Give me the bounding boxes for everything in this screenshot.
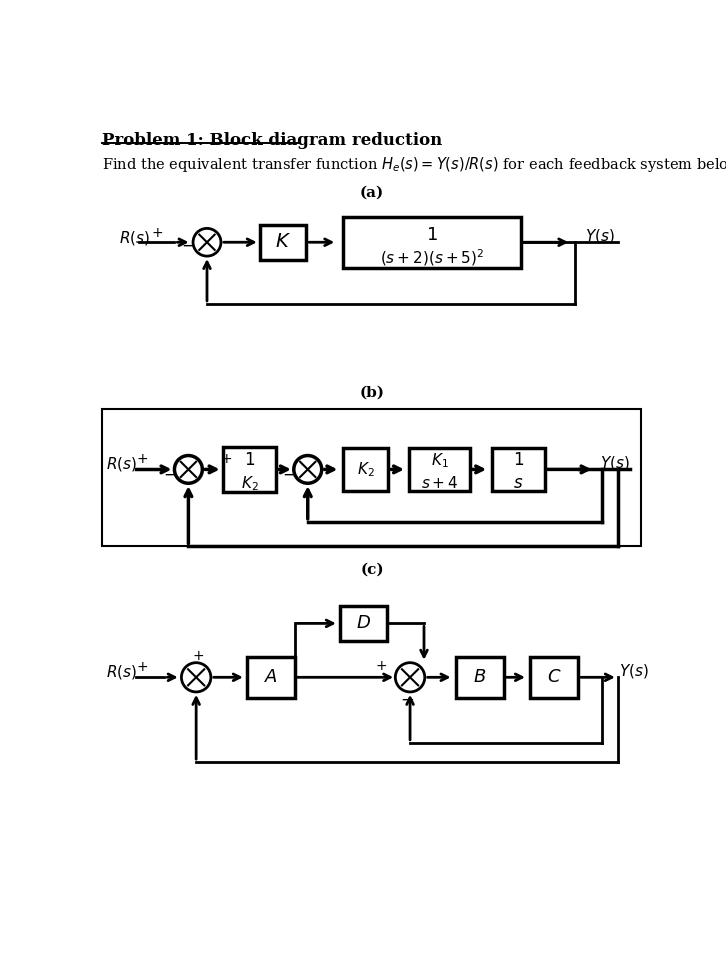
Text: Find the equivalent transfer function $H_e(s) = Y(s)/R(s)$ for each feedback sys: Find the equivalent transfer function $H… xyxy=(102,156,726,175)
Text: (a): (a) xyxy=(360,185,384,200)
Bar xyxy=(247,657,295,698)
Bar xyxy=(102,409,641,546)
Text: $1$: $1$ xyxy=(513,451,524,468)
Bar xyxy=(492,447,545,491)
Text: $1$: $1$ xyxy=(244,451,255,468)
Text: $s$: $s$ xyxy=(513,475,523,492)
Text: $1$: $1$ xyxy=(426,226,438,244)
Text: $C$: $C$ xyxy=(547,668,561,686)
Text: $(s+2)(s+5)^2$: $(s+2)(s+5)^2$ xyxy=(380,248,484,268)
Circle shape xyxy=(174,456,203,483)
Text: $+$: $+$ xyxy=(375,659,388,673)
Text: $R(s)$: $R(s)$ xyxy=(106,455,137,473)
Text: $s+4$: $s+4$ xyxy=(421,475,458,492)
Circle shape xyxy=(294,456,322,483)
Bar xyxy=(530,657,578,698)
Circle shape xyxy=(193,228,221,256)
Bar xyxy=(340,606,387,641)
Bar xyxy=(260,225,306,260)
Text: $K_2$: $K_2$ xyxy=(357,460,375,479)
Text: $K_1$: $K_1$ xyxy=(431,451,449,469)
Text: $B$: $B$ xyxy=(473,668,486,686)
Text: $+$: $+$ xyxy=(219,451,232,466)
Text: $R(s)$: $R(s)$ xyxy=(106,663,137,681)
Text: (b): (b) xyxy=(359,385,385,399)
Bar xyxy=(409,447,470,491)
Text: $Y(s)$: $Y(s)$ xyxy=(619,662,649,680)
Text: $R(s)$: $R(s)$ xyxy=(118,228,150,247)
Text: $+$: $+$ xyxy=(136,660,148,674)
Text: $Y(s)$: $Y(s)$ xyxy=(600,454,629,472)
Text: $-$: $-$ xyxy=(282,466,296,483)
Text: $K$: $K$ xyxy=(275,233,291,252)
Text: $A$: $A$ xyxy=(264,668,277,686)
Text: $+$: $+$ xyxy=(151,226,163,240)
Text: $K_2$: $K_2$ xyxy=(241,474,258,492)
Text: $-$: $-$ xyxy=(182,237,195,253)
Text: $+$: $+$ xyxy=(136,451,148,466)
Bar xyxy=(456,657,504,698)
Bar xyxy=(343,217,521,268)
Text: (c): (c) xyxy=(360,563,384,577)
Text: $Y(s)$: $Y(s)$ xyxy=(585,228,615,245)
Bar xyxy=(343,447,388,491)
Bar xyxy=(224,447,276,492)
Text: Problem 1: Block diagram reduction: Problem 1: Block diagram reduction xyxy=(102,132,442,149)
Text: $+$: $+$ xyxy=(192,649,204,662)
Text: $D$: $D$ xyxy=(356,614,371,633)
Circle shape xyxy=(182,662,211,692)
Text: $-$: $-$ xyxy=(163,466,177,483)
Text: $-$: $-$ xyxy=(400,690,414,708)
Circle shape xyxy=(396,662,425,692)
